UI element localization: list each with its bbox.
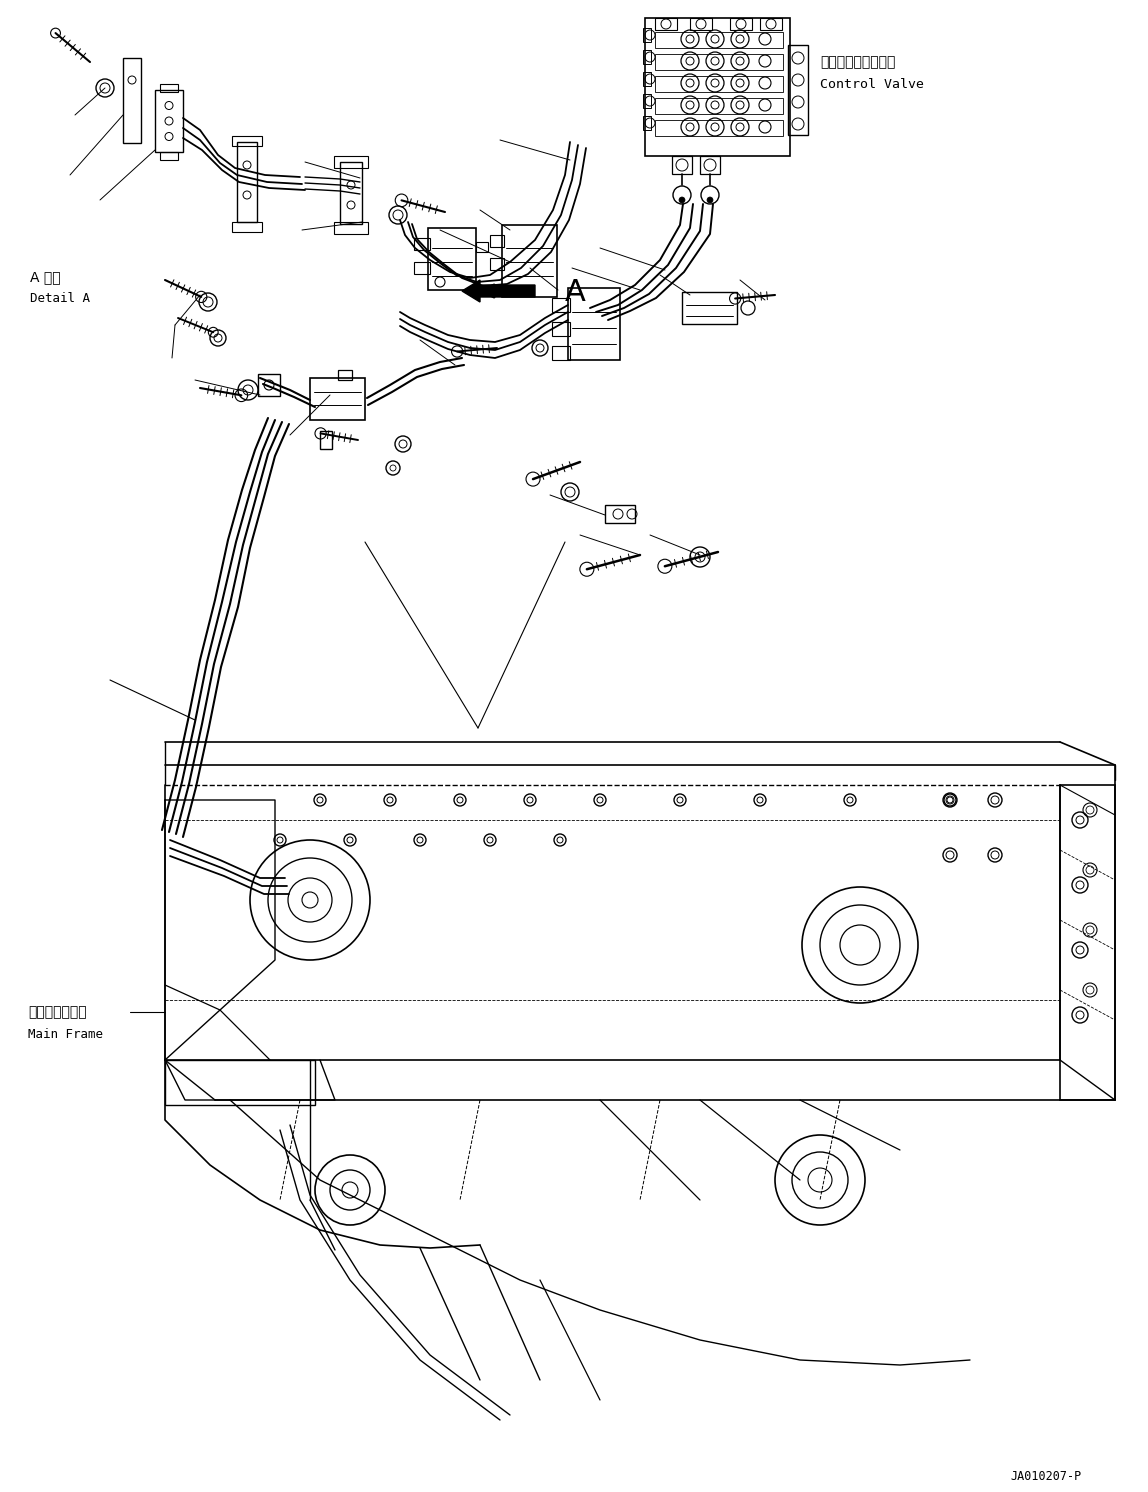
Bar: [1060, 785, 1115, 1100]
Bar: [656, 98, 783, 113]
Bar: [552, 322, 571, 336]
Bar: [760, 18, 782, 30]
Bar: [656, 54, 783, 70]
Circle shape: [707, 197, 713, 203]
Text: コントロールバルブ: コントロールバルブ: [820, 55, 895, 69]
Bar: [236, 142, 257, 222]
Bar: [414, 263, 430, 275]
Bar: [414, 239, 430, 251]
Text: メインフレーム: メインフレーム: [28, 1006, 86, 1019]
Bar: [428, 228, 476, 289]
Bar: [730, 18, 752, 30]
Bar: [643, 51, 651, 64]
FancyArrow shape: [461, 280, 535, 301]
Bar: [643, 116, 651, 130]
Bar: [552, 346, 571, 360]
Bar: [656, 76, 783, 93]
Bar: [700, 157, 720, 175]
Bar: [258, 374, 280, 395]
Bar: [643, 94, 651, 107]
Bar: [320, 431, 332, 449]
Bar: [123, 58, 141, 143]
Text: JA010207-P: JA010207-P: [1010, 1470, 1081, 1483]
Text: A: A: [565, 278, 585, 307]
Bar: [643, 28, 651, 42]
Bar: [643, 72, 651, 87]
Text: Main Frame: Main Frame: [28, 1028, 103, 1041]
Bar: [690, 18, 712, 30]
Bar: [334, 157, 369, 169]
Bar: [476, 242, 488, 252]
Bar: [232, 136, 262, 146]
Bar: [605, 504, 635, 524]
Bar: [490, 236, 504, 248]
Bar: [334, 222, 369, 234]
Text: Detail A: Detail A: [30, 292, 90, 304]
Bar: [160, 84, 178, 93]
Text: Control Valve: Control Valve: [820, 78, 924, 91]
Bar: [338, 370, 352, 380]
Bar: [656, 31, 783, 48]
Bar: [310, 377, 365, 421]
Circle shape: [678, 197, 685, 203]
Bar: [490, 258, 504, 270]
Bar: [672, 157, 692, 175]
Bar: [656, 119, 783, 136]
Bar: [155, 90, 183, 152]
Bar: [645, 18, 790, 157]
Bar: [340, 163, 362, 224]
Bar: [552, 298, 571, 312]
Text: A 詳細: A 詳細: [30, 270, 61, 283]
Bar: [160, 152, 178, 160]
Bar: [682, 292, 737, 324]
Bar: [232, 222, 262, 231]
Bar: [656, 18, 677, 30]
Bar: [788, 45, 808, 134]
Bar: [568, 288, 620, 360]
Bar: [165, 1059, 315, 1106]
Bar: [502, 225, 557, 297]
